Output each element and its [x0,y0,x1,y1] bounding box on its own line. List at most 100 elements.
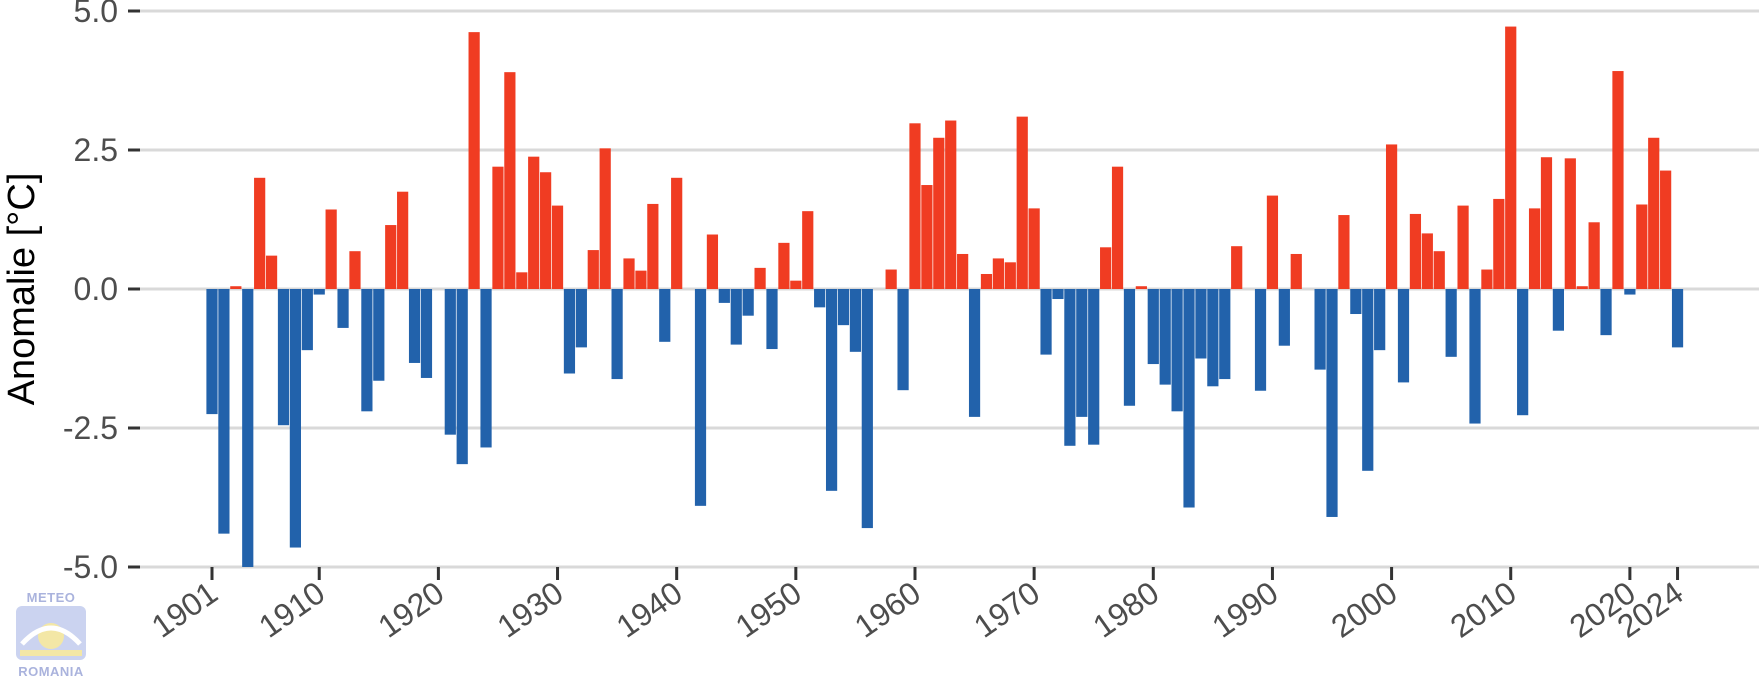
bar-2016 [1576,286,1588,289]
bar-1911 [325,209,337,289]
bar-1914 [361,289,373,412]
bar-2020 [1624,289,1636,295]
bar-2006 [1457,205,1469,289]
bar-1909 [301,289,313,351]
bar-1944 [718,289,730,303]
bar-2013 [1540,157,1553,289]
bar-1970 [1028,208,1040,289]
bar-1959 [897,289,909,391]
x-tick-label: 1970 [967,574,1046,644]
bar-1982 [1171,289,1183,412]
bar-1979 [1135,286,1147,289]
bar-1971 [1040,289,1052,355]
bar-1913 [349,251,361,289]
bar-1969 [1016,116,1028,289]
bar-1905 [254,177,266,289]
bar-1955 [849,289,862,352]
bar-1954 [837,289,850,326]
bar-1973 [1064,289,1076,446]
bar-2005 [1445,289,1457,357]
bar-1999 [1374,289,1386,351]
bar-2023 [1660,170,1672,289]
bar-2001 [1397,289,1410,383]
bar-1965 [968,289,981,417]
bar-1932 [575,289,587,348]
x-tick-label: 1960 [848,574,927,644]
bar-1934 [599,148,611,289]
bar-1984 [1195,289,1207,359]
bar-1942 [694,289,707,506]
x-tick-label: 1930 [491,574,570,644]
bar-1929 [540,172,552,289]
bar-1903 [230,286,242,289]
bar-2015 [1564,158,1576,289]
bar-1901 [206,289,218,415]
bar-2002 [1409,213,1422,289]
x-tick-label: 2000 [1325,574,1404,644]
x-axis: 1901 1910 1920 1930 1940 1950 1960 1970 1980 1990… [145,567,1690,645]
bar-1967 [992,258,1004,289]
bar-2003 [1421,233,1433,289]
bar-2011 [1517,289,1529,416]
bar-2008 [1481,269,1493,289]
bar-1991 [1278,289,1290,346]
bar-1943 [706,234,719,289]
bar-1997 [1350,289,1362,315]
x-tick-label: 1950 [729,574,808,644]
bar-1926 [504,72,516,289]
bar-1910 [313,289,325,295]
bar-1996 [1338,215,1350,289]
bar-1947 [754,267,766,289]
bar-1976 [1100,247,1112,289]
x-tick-label: 1901 [145,574,224,644]
x-tick-label: 1940 [610,574,689,644]
bar-1995 [1326,289,1338,517]
y-tick-label: -2.5 [63,410,118,446]
bar-2024 [1671,289,1684,348]
bar-2007 [1469,289,1481,424]
bar-1921 [444,289,456,435]
bar-1939 [659,289,671,342]
logo-top-text: METEO [26,590,76,605]
x-tick-label: 1920 [371,574,450,644]
bar-1987 [1231,246,1243,289]
bar-1953 [825,289,838,491]
x-tick-label: 2010 [1444,574,1523,644]
bar-1930 [551,205,564,289]
x-tick-label: 1990 [1205,574,1284,644]
bar-2000 [1385,144,1398,289]
bar-1925 [492,166,504,289]
bar-1962 [933,137,945,289]
bar-1931 [563,289,576,374]
y-tick-label: -5.0 [63,549,118,585]
bar-1950 [790,280,802,289]
bar-1966 [980,273,993,289]
bar-1919 [420,289,433,378]
bar-1958 [885,269,897,289]
bar-1906 [265,255,278,289]
bar-1948 [766,289,778,350]
bar-1907 [277,289,290,426]
bar-1949 [778,242,790,289]
x-tick-label: 1910 [252,574,331,644]
bar-1975 [1088,289,1100,445]
bar-1981 [1159,289,1171,385]
bar-1916 [385,225,397,289]
bar-2004 [1433,251,1445,289]
bar-1936 [623,258,635,289]
bar-1985 [1207,289,1219,387]
y-tick-label: 2.5 [74,132,118,168]
bar-1917 [397,191,409,289]
bar-1980 [1147,289,1159,365]
bar-1923 [468,32,480,289]
bar-2018 [1600,289,1612,336]
y-axis: 5.0 2.5 0.0 -2.5 -5.0 [63,0,140,585]
y-axis-title: Anomalie [°C] [1,173,43,406]
bar-2017 [1588,222,1600,289]
y-tick-label: 0.0 [74,271,118,307]
bar-1974 [1076,289,1088,417]
bar-1992 [1290,253,1302,289]
bar-1964 [957,253,969,289]
bar-1961 [921,185,933,289]
